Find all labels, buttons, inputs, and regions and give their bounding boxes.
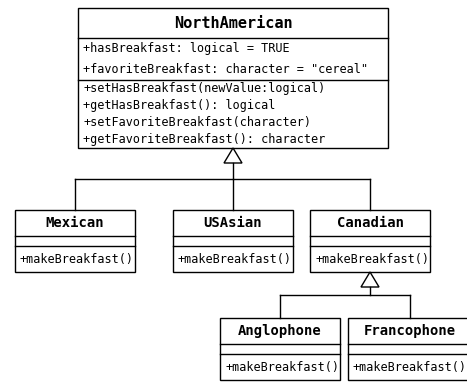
Text: +makeBreakfast(): +makeBreakfast() xyxy=(225,360,339,373)
Text: NorthAmerican: NorthAmerican xyxy=(174,15,292,31)
Text: +makeBreakfast(): +makeBreakfast() xyxy=(20,252,134,265)
Bar xyxy=(78,8,388,148)
Text: +hasBreakfast: logical = TRUE: +hasBreakfast: logical = TRUE xyxy=(83,42,290,55)
Text: USAsian: USAsian xyxy=(204,216,262,230)
Text: +getFavoriteBreakfast(): character: +getFavoriteBreakfast(): character xyxy=(83,133,325,146)
Bar xyxy=(347,318,467,380)
Bar xyxy=(173,210,293,272)
Text: +favoriteBreakfast: character = "cereal": +favoriteBreakfast: character = "cereal" xyxy=(83,63,368,76)
Text: +makeBreakfast(): +makeBreakfast() xyxy=(315,252,429,265)
Polygon shape xyxy=(361,272,379,287)
Text: +makeBreakfast(): +makeBreakfast() xyxy=(353,360,467,373)
Polygon shape xyxy=(224,148,242,163)
Text: +getHasBreakfast(): logical: +getHasBreakfast(): logical xyxy=(83,99,276,112)
Text: +setFavoriteBreakfast(character): +setFavoriteBreakfast(character) xyxy=(83,116,311,129)
Bar xyxy=(310,210,430,272)
Text: Mexican: Mexican xyxy=(46,216,104,230)
Text: Francophone: Francophone xyxy=(364,324,456,338)
Text: +setHasBreakfast(newValue:logical): +setHasBreakfast(newValue:logical) xyxy=(83,82,325,95)
Text: +makeBreakfast(): +makeBreakfast() xyxy=(178,252,292,265)
Text: Canadian: Canadian xyxy=(337,216,403,230)
Text: Anglophone: Anglophone xyxy=(238,324,322,338)
Bar xyxy=(15,210,135,272)
Bar xyxy=(220,318,340,380)
